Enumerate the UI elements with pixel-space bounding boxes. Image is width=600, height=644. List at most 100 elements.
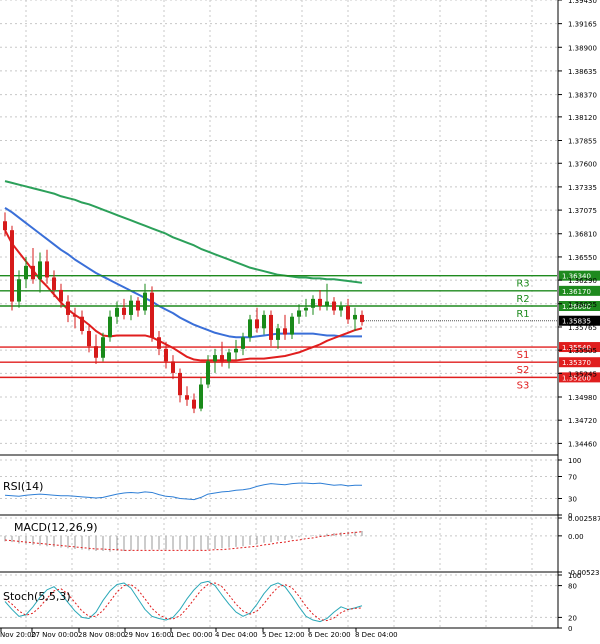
price-tick-label: 1.38370 <box>568 92 597 100</box>
price-tick-label: 1.39165 <box>568 21 597 29</box>
level-tag-text-r2: 1.36170 <box>562 288 591 296</box>
rsi-tick-label: 70 <box>568 474 577 482</box>
ema-blue-line <box>4 207 362 339</box>
price-tick-label: 1.38900 <box>568 44 597 52</box>
candle-body <box>24 265 28 280</box>
candle-body <box>276 328 280 340</box>
rsi-line <box>4 482 362 501</box>
price-tick-label: 1.37855 <box>568 138 597 146</box>
price-tick-label: 1.34720 <box>568 417 597 425</box>
sma-green-line <box>4 180 363 284</box>
stoch-tick-label: 80 <box>568 583 577 591</box>
candle-body <box>17 279 21 302</box>
macd-title: MACD(12,26,9) <box>14 521 98 534</box>
macd-tick-label: 0.002587 <box>568 515 600 523</box>
level-name-r1: R1 <box>516 309 529 320</box>
candle-body <box>178 372 182 396</box>
levels-layer: 1.36340 R3 1.36170 R2 1.36000 R1 1.35540 S1 1.35… <box>0 270 600 391</box>
candle-body <box>185 395 189 400</box>
level-tag-r1 <box>559 301 600 312</box>
rsi-title: RSI(14) <box>3 480 43 493</box>
candle-body <box>248 319 252 338</box>
macd-tick-label: 0.00 <box>568 533 584 541</box>
level-tag-text-r3: 1.36340 <box>562 273 591 281</box>
macd-histogram <box>4 531 363 552</box>
x-label: 8 Dec 04:00 <box>355 631 398 639</box>
candle-body <box>122 307 126 315</box>
level-tag-r3 <box>559 270 600 281</box>
candle-body <box>360 314 364 323</box>
price-tick-label: 1.37600 <box>568 160 597 168</box>
price-tick-label: 1.36810 <box>568 231 597 239</box>
candle-body <box>206 361 210 385</box>
candles-layer <box>3 212 364 414</box>
price-tick-label: 1.36550 <box>568 254 597 262</box>
price-tick-label: 1.35765 <box>568 324 597 332</box>
candle-body <box>87 330 91 347</box>
price-tick-label: 1.35245 <box>568 370 597 378</box>
candle-body <box>3 221 7 231</box>
candle-body <box>94 346 98 358</box>
price-tick-label: 1.34460 <box>568 440 597 448</box>
price-tick-label: 1.38635 <box>568 68 597 76</box>
candle-body <box>101 337 105 358</box>
candle-body <box>283 328 287 335</box>
level-tag-text-s2: 1.35370 <box>562 359 591 367</box>
stoch-title: Stoch(5,5,3) <box>3 590 71 603</box>
x-label: 29 Nov 16:00 <box>124 631 171 639</box>
stoch-tick-label: 100 <box>568 572 581 580</box>
candle-body <box>290 316 294 335</box>
candle-body <box>262 314 266 329</box>
level-tag-text-r1: 1.36000 <box>562 303 591 311</box>
candle-body <box>227 352 231 362</box>
panel-frames <box>0 0 559 629</box>
x-label: 6 Dec 20:00 <box>308 631 351 639</box>
line-series-layer <box>4 180 363 623</box>
candle-body <box>164 348 168 362</box>
level-name-r3: R3 <box>516 279 529 290</box>
x-label: 5 Dec 12:00 <box>262 631 305 639</box>
stoch-main-line <box>4 580 363 623</box>
candle-body <box>311 298 315 308</box>
candle-body <box>171 361 175 373</box>
candle-body <box>10 230 14 302</box>
price-tick-label: 1.38120 <box>568 114 597 122</box>
candle-body <box>80 316 84 331</box>
labels-layer: RSI(14) MACD(12,26,9) Stoch(5,5,3) Nov 20:0… <box>0 480 398 639</box>
candle-body <box>66 301 70 315</box>
candle-body <box>304 307 308 311</box>
grid-layer <box>0 0 557 629</box>
current-price-text: 1.35835 <box>562 318 591 326</box>
rsi-tick-label: 0 <box>568 512 572 520</box>
price-tick-label: 1.36290 <box>568 277 597 285</box>
candle-body <box>255 319 259 329</box>
candle-body <box>213 355 217 362</box>
level-tag-s1 <box>559 342 600 353</box>
x-label: 27 Nov 00:00 <box>31 631 78 639</box>
candle-body <box>297 310 301 317</box>
level-tag-text-s3: 1.35200 <box>562 374 591 382</box>
level-name-s1: S1 <box>517 350 530 361</box>
level-tag-s3 <box>559 372 600 383</box>
candle-body <box>115 307 119 317</box>
stoch-tick-label: 20 <box>568 614 577 622</box>
candle-body <box>269 314 273 340</box>
candle-body <box>129 300 133 315</box>
stoch-tick-label: 0 <box>568 625 572 633</box>
price-tick-label: 1.35505 <box>568 347 597 355</box>
rsi-tick-label: 30 <box>568 496 577 504</box>
x-label: 1 Dec 00:00 <box>170 631 213 639</box>
price-tick-label: 1.37075 <box>568 207 597 215</box>
candle-body <box>31 265 35 280</box>
candle-body <box>192 399 196 409</box>
candle-body <box>353 314 357 320</box>
candle-body <box>52 277 56 290</box>
candle-body <box>199 384 203 409</box>
candle-body <box>136 300 140 311</box>
macd-tick-label: -0.005235 <box>568 569 600 577</box>
level-name-s2: S2 <box>517 365 530 376</box>
price-axis: 1.39430 1.39165 1.38900 1.38635 1.38370 1.381… <box>558 0 600 633</box>
